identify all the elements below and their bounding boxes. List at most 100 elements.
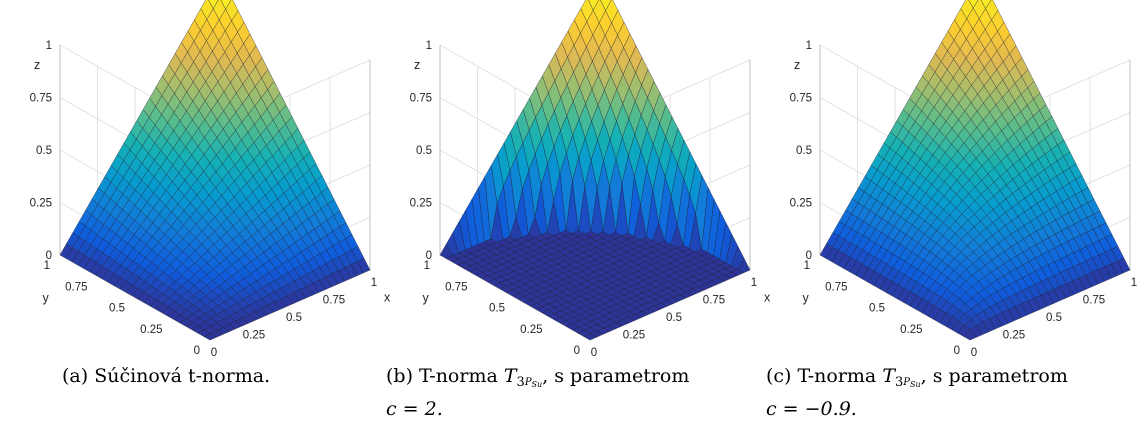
surface-plot-a: 00.250.50.75100.250.50.75100.250.50.751z…	[30, 0, 391, 359]
caption-b-label: (b)	[386, 365, 413, 387]
caption-c-math-symbol: T	[882, 365, 895, 387]
surface-cell	[972, 0, 986, 20]
z-tick-label: 0.25	[790, 198, 812, 210]
x-axis-label: x	[384, 291, 391, 305]
caption-b-math-symbol: T	[503, 365, 517, 387]
x-tick-label: 0.75	[1083, 295, 1105, 307]
surface-cell	[600, 0, 612, 12]
z-tick-label: 0.75	[30, 93, 52, 105]
z-tick-label: 1	[806, 40, 812, 52]
caption-b-subscript: 3	[516, 375, 525, 390]
y-tick-label: 0	[574, 345, 580, 357]
z-tick-label: 0	[426, 250, 432, 262]
y-tick-label: 0.75	[825, 281, 847, 293]
x-tick-label: 0	[971, 347, 977, 359]
z-tick-label: 0.5	[796, 145, 812, 157]
surface-cell	[208, 0, 219, 9]
z-tick-label: 0.5	[416, 145, 432, 157]
caption-b-subsub-p: P	[524, 377, 532, 388]
figure-panel-c: 0 0.25 0.5 0.75 1 0 0.25 0.5 0.75 1 0 0.25 0.5 0.75 1 z…	[760, 0, 1139, 359]
surface-cell	[225, 0, 239, 22]
y-tick-label: 0.5	[489, 303, 505, 315]
x-tick-label: 1	[1131, 277, 1137, 289]
tick-labels: 00.250.50.75100.250.50.75100.250.50.751z…	[410, 40, 771, 359]
y-tick-label: 0.75	[445, 281, 467, 293]
surface-plot-b: 00.250.50.75100.250.50.75100.250.50.751z…	[410, 0, 771, 359]
x-tick-label: 0.25	[1003, 330, 1025, 342]
surface-plot-c: 00.250.50.75100.250.50.75100.250.50.751z…	[790, 0, 1137, 359]
z-tick-label: 1	[46, 40, 52, 52]
y-tick-label: 0	[954, 345, 960, 357]
caption-b-subsubscript: PSu	[524, 377, 543, 389]
caption-c-subsub-su: Su	[910, 380, 921, 389]
x-tick-label: 0.25	[623, 330, 645, 342]
caption-b: (b) T-norma T3PSu, s parametrom c = 2.	[386, 364, 689, 421]
y-tick-label: 1	[804, 260, 810, 272]
y-tick-label: 1	[424, 260, 430, 272]
z-tick-label: 0.25	[30, 198, 52, 210]
caption-a: (a) Súčinová t-norma.	[62, 364, 270, 388]
surface-cell	[985, 0, 999, 21]
surface-cell	[212, 0, 226, 21]
caption-b-line2: c = 2.	[386, 398, 443, 420]
surface-cell	[580, 0, 594, 23]
surface-mesh	[439, 0, 751, 341]
caption-c: (c) T-norma T3PSu, s parametrom c = −0.9…	[766, 364, 1068, 421]
surface-mesh	[59, 0, 371, 341]
z-axis-label: z	[794, 58, 800, 72]
caption-b-subsub-su: Su	[531, 380, 543, 389]
caption-b-text: T-norma	[419, 365, 504, 387]
surface-cell	[220, 0, 232, 10]
figure-panel-b: 0 0.25 0.5 0.75 1 0 0.25 0.5 0.75 1 0 0.25 0.5 0.75 1 z…	[380, 0, 771, 359]
y-tick-label: 0.5	[109, 303, 125, 315]
surface-mesh	[819, 0, 1131, 341]
z-tick-label: 0.5	[36, 145, 52, 157]
tick-labels: 00.250.50.75100.250.50.75100.250.50.751z…	[30, 40, 391, 359]
z-tick-label: 0	[806, 250, 812, 262]
y-tick-label: 1	[44, 260, 50, 272]
z-tick-label: 0.75	[410, 93, 432, 105]
z-tick-label: 1	[426, 40, 432, 52]
tick-labels: 00.250.50.75100.250.50.75100.250.50.751z…	[790, 40, 1138, 359]
x-tick-label: 0.5	[286, 312, 302, 324]
z-tick-label: 0.25	[410, 198, 432, 210]
x-tick-label: 0.5	[666, 312, 682, 324]
y-tick-label: 0	[194, 345, 200, 357]
x-tick-label: 0.5	[1046, 312, 1062, 324]
y-tick-label: 0.25	[520, 324, 542, 336]
surface-cell	[980, 0, 992, 10]
surface-cell	[968, 0, 979, 9]
caption-c-text-after: , s parametrom	[920, 365, 1068, 387]
x-tick-label: 1	[371, 277, 377, 289]
surface-cell	[200, 0, 214, 20]
x-axis-label: x	[764, 291, 771, 305]
caption-c-subscript: 3	[895, 375, 904, 390]
z-tick-label: 0	[46, 250, 52, 262]
y-axis-label: y	[803, 291, 810, 305]
caption-c-line2: c = −0.9.	[766, 398, 857, 420]
caption-c-subsub-p: P	[903, 377, 911, 388]
x-tick-label: 1	[751, 277, 757, 289]
y-tick-label: 0.25	[140, 324, 162, 336]
z-axis-label: z	[414, 58, 420, 72]
surface-cell	[605, 0, 619, 24]
surface-cell	[960, 0, 974, 20]
caption-c-label: (c)	[766, 365, 792, 387]
y-tick-label: 0.25	[900, 324, 922, 336]
y-axis-label: y	[423, 291, 430, 305]
caption-a-label: (a)	[62, 365, 89, 387]
y-axis-label: y	[43, 291, 50, 305]
z-tick-label: 0.75	[790, 93, 812, 105]
caption-a-text: Súčinová t-norma.	[94, 365, 271, 387]
x-tick-label: 0.75	[323, 295, 345, 307]
x-tick-label: 0.75	[703, 295, 725, 307]
caption-c-subsubscript: PSu	[903, 377, 921, 389]
x-tick-label: 0	[211, 347, 217, 359]
y-tick-label: 0.5	[869, 303, 885, 315]
y-tick-label: 0.75	[65, 281, 87, 293]
x-tick-label: 0.25	[243, 330, 265, 342]
x-tick-label: 0	[591, 347, 597, 359]
surface-cell	[592, 0, 606, 24]
z-axis-label: z	[34, 58, 40, 72]
caption-c-text: T-norma	[797, 365, 883, 387]
